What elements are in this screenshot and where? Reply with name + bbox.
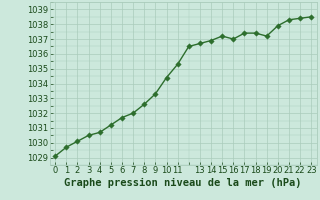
X-axis label: Graphe pression niveau de la mer (hPa): Graphe pression niveau de la mer (hPa) [64,178,302,188]
